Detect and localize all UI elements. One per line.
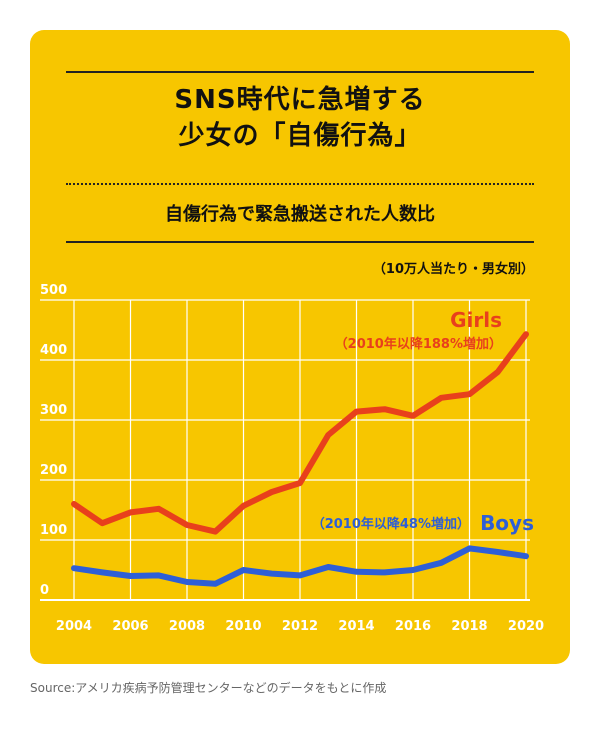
data-point-girls — [495, 369, 501, 375]
data-point-boys — [184, 579, 190, 585]
data-point-girls — [156, 506, 162, 512]
data-point-girls — [269, 489, 275, 495]
data-point-boys — [269, 571, 275, 577]
data-point-girls — [382, 406, 388, 412]
series-annotation-girls: （2010年以降188%増加） — [335, 336, 502, 352]
data-point-boys — [241, 567, 246, 573]
middle-rule — [66, 241, 534, 243]
dotted-rule — [66, 183, 534, 185]
y-tick-label: 0 — [40, 583, 49, 598]
data-point-boys — [523, 553, 529, 559]
title-line-1: SNS時代に急増する — [174, 85, 426, 115]
data-point-boys — [212, 581, 218, 587]
y-tick-label: 400 — [40, 343, 67, 358]
data-point-girls — [354, 409, 359, 415]
series-label-girls: Girls — [450, 308, 502, 332]
y-tick-label: 200 — [40, 463, 67, 478]
data-point-girls — [297, 480, 303, 486]
data-point-girls — [410, 413, 416, 419]
page-title: SNS時代に急増する 少女の「自傷行為」 — [30, 82, 570, 154]
title-line-2: 少女の「自傷行為」 — [178, 121, 422, 151]
y-tick-label: 100 — [40, 523, 67, 538]
data-point-girls — [467, 391, 472, 397]
data-point-boys — [382, 569, 388, 575]
data-point-boys — [297, 572, 303, 578]
data-point-girls — [128, 509, 133, 515]
series-annotation-boys: （2010年以降48%増加） — [312, 516, 470, 532]
x-tick-label: 2004 — [56, 619, 92, 634]
x-tick-label: 2018 — [451, 619, 487, 634]
data-point-boys — [354, 569, 359, 575]
data-point-boys — [438, 560, 444, 566]
data-point-boys — [325, 564, 331, 570]
x-tick-label: 2020 — [508, 619, 544, 634]
x-tick-label: 2008 — [169, 619, 205, 634]
chart-subtitle: 自傷行為で緊急搬送された人数比 — [165, 204, 435, 225]
data-point-boys — [156, 572, 162, 578]
x-tick-label: 2006 — [112, 619, 148, 634]
source-note: Source:アメリカ疾病予防管理センターなどのデータをもとに作成 — [30, 681, 387, 695]
data-point-boys — [128, 573, 133, 579]
x-tick-label: 2012 — [282, 619, 318, 634]
data-point-girls — [99, 520, 105, 526]
x-tick-label: 2014 — [338, 619, 374, 634]
x-tick-label: 2016 — [395, 619, 431, 634]
series-label-boys: Boys — [480, 511, 534, 535]
data-point-boys — [467, 545, 472, 551]
data-point-boys — [410, 567, 416, 573]
y-tick-label: 300 — [40, 403, 67, 418]
x-tick-label: 2010 — [225, 619, 261, 634]
data-point-boys — [495, 549, 501, 555]
data-point-girls — [325, 432, 331, 438]
unit-label: （10万人当たり・男女別） — [372, 262, 534, 277]
data-point-boys — [99, 569, 105, 575]
data-point-girls — [71, 501, 77, 507]
data-point-girls — [523, 331, 529, 337]
y-tick-label: 500 — [40, 283, 67, 298]
top-rule — [66, 71, 534, 73]
data-point-girls — [212, 529, 218, 535]
data-point-girls — [241, 503, 246, 509]
data-point-boys — [71, 565, 77, 571]
data-point-girls — [438, 395, 444, 401]
data-point-girls — [184, 522, 190, 528]
